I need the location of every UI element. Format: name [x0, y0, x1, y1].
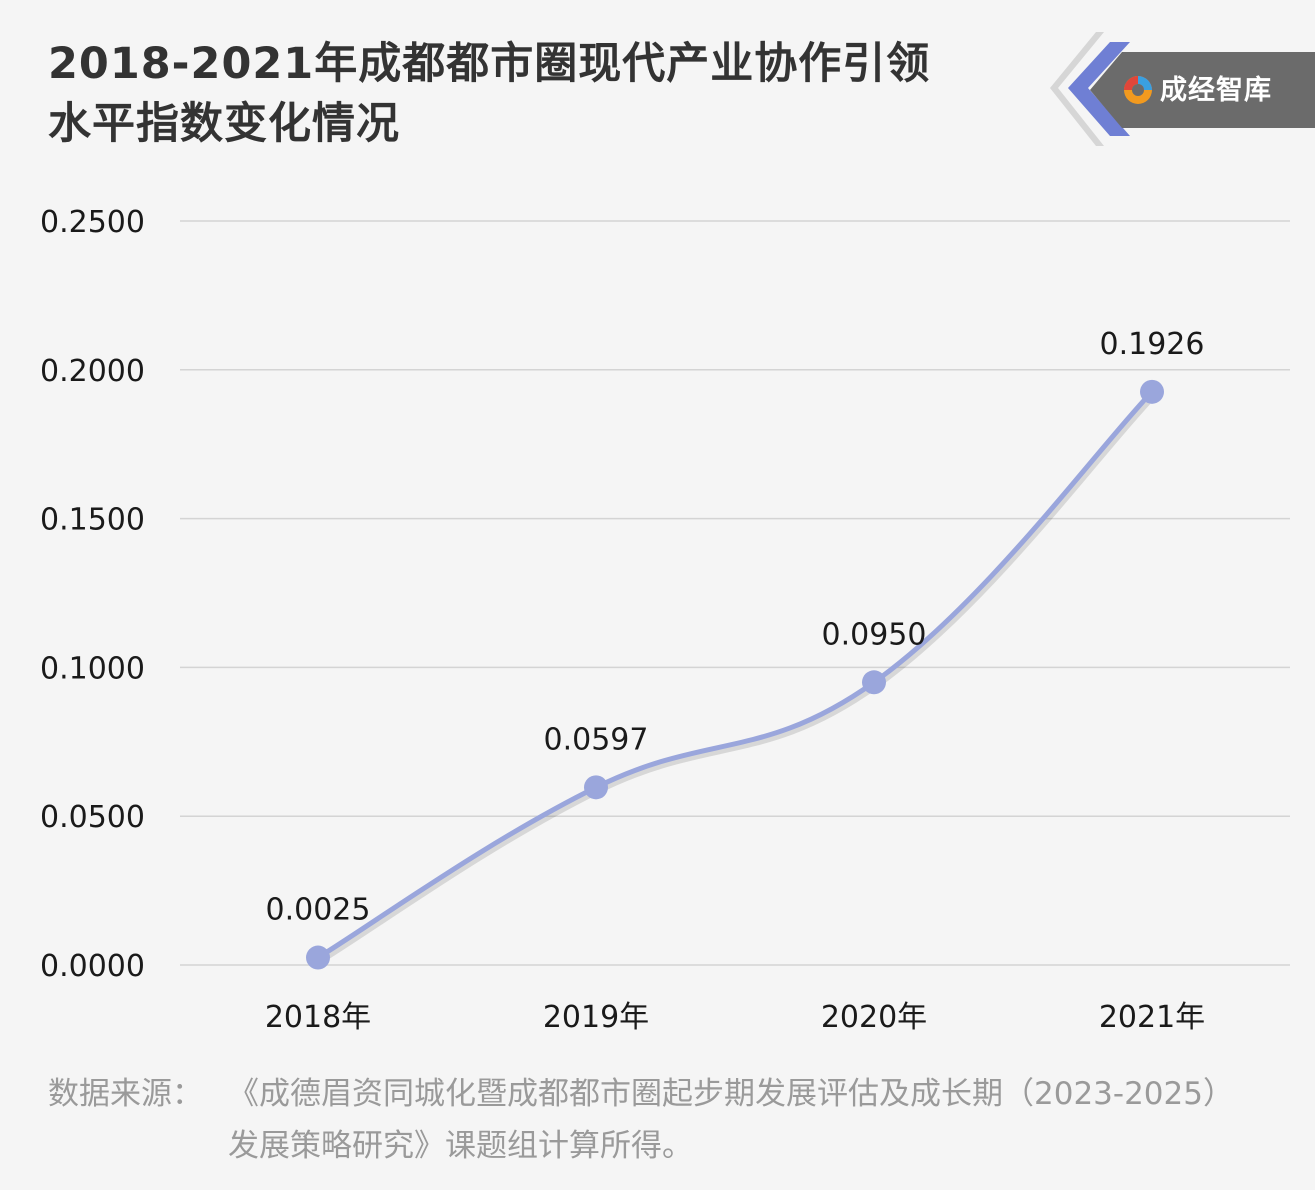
logo-text: 成经智库 [1160, 75, 1272, 106]
series-line-shadow [318, 392, 1157, 964]
source-text: 《成德眉资同城化暨成都都市圈起步期发展评估及成长期（2023-2025）发展策略… [228, 1076, 1234, 1164]
source-note: 数据来源： 《成德眉资同城化暨成都都市圈起步期发展评估及成长期（2023-202… [48, 1068, 1248, 1172]
series-layer [306, 379, 1164, 970]
x-tick-label: 2019年 [543, 1000, 649, 1035]
logo-chevron-blue [1068, 42, 1130, 136]
x-tick-label: 2018年 [265, 1000, 371, 1035]
y-tick-label: 0.0500 [40, 800, 145, 835]
logo-badge [1050, 32, 1315, 146]
x-tick-label: 2021年 [1099, 1000, 1205, 1035]
data-point [584, 775, 608, 800]
data-label: 0.1926 [1100, 327, 1205, 362]
x-axis-ticks: 2018年 2019年 2020年 2021年 [265, 1000, 1205, 1035]
y-tick-label: 0.1000 [40, 651, 145, 686]
data-point [306, 945, 330, 970]
chart-title-line2: 水平指数变化情况 [48, 99, 400, 149]
chart-title-line1: 2018-2021年成都都市圈现代产业协作引领 [48, 39, 931, 89]
x-tick-label: 2020年 [821, 1000, 927, 1035]
source-label: 数据来源： [48, 1076, 203, 1112]
data-label: 0.0950 [822, 617, 927, 652]
data-label: 0.0025 [266, 893, 371, 928]
data-label: 0.0597 [544, 722, 649, 757]
series-line [315, 389, 1155, 961]
logo-icon [1124, 76, 1152, 104]
data-point [862, 670, 886, 695]
logo-panel [1090, 52, 1315, 128]
grid-lines [180, 220, 1290, 966]
y-axis-ticks: 0.0000 0.0500 0.1000 0.1500 0.2000 0.2500 [40, 205, 145, 984]
chart-title: 2018-2021年成都都市圈现代产业协作引领 水平指数变化情况 [48, 34, 930, 154]
y-tick-label: 0.2000 [40, 354, 145, 389]
y-tick-label: 0.2500 [40, 205, 145, 240]
data-labels: 0.0025 0.0597 0.0950 0.1926 [266, 327, 1205, 928]
y-tick-label: 0.1500 [40, 503, 145, 538]
line-chart: 0.0000 0.0500 0.1000 0.1500 0.2000 0.2500 201… [40, 205, 1290, 1035]
data-point [1140, 379, 1164, 404]
y-tick-label: 0.0000 [40, 949, 145, 984]
